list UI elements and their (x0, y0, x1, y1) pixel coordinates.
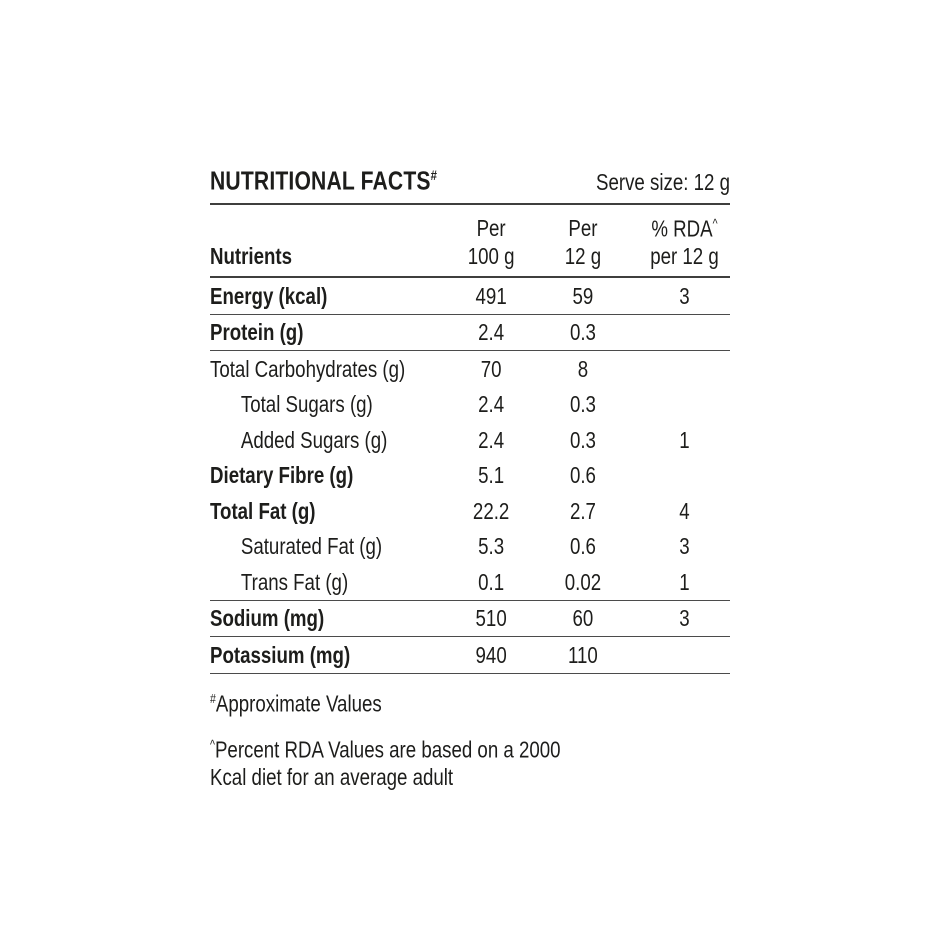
column-header-per-100g-line1: Per (476, 215, 506, 242)
nutrition-label: NUTRITIONAL FACTS# Serve size: 12 g Nutr… (210, 160, 850, 791)
table-row: Total Fat (g) 22.2 2.7 4 (210, 493, 730, 529)
footnote-text: Percent RDA Values are based on a 2000 K… (210, 737, 561, 791)
table-row: Added Sugars (g) 2.4 0.3 1 (210, 422, 730, 458)
row-value-per-100g: 2.4 (478, 319, 505, 346)
title-footnote-marker: # (430, 167, 438, 183)
row-label: Total Sugars (g) (240, 391, 373, 418)
footnote-approximate-values: #Approximate Values (210, 685, 730, 718)
column-header-nutrients: Nutrients (210, 243, 293, 270)
column-header-per-12g-line2: 12 g (564, 243, 602, 270)
footnotes: #Approximate Values ^Percent RDA Values … (210, 685, 730, 791)
row-label: Saturated Fat (g) (240, 533, 383, 560)
table-row: Saturated Fat (g) 5.3 0.6 3 (210, 529, 730, 565)
row-label: Sodium (mg) (210, 605, 325, 632)
row-label: Potassium (mg) (210, 641, 351, 668)
column-header-rda-line1: % RDA^ (639, 210, 730, 243)
row-value-per-12g: 0.3 (569, 426, 596, 453)
row-value-per-12g: 2.7 (569, 497, 596, 524)
column-header-per-100g-line2: 100 g (467, 243, 515, 270)
row-value-per-100g: 70 (480, 355, 502, 382)
row-value-per-100g: 0.1 (478, 568, 505, 595)
row-label: Energy (kcal) (210, 282, 328, 309)
row-label: Total Carbohydrates (g) (210, 355, 406, 382)
row-value-per-12g: 0.6 (569, 533, 596, 560)
row-label: Total Fat (g) (210, 497, 316, 524)
row-value-per-12g: 0.3 (569, 319, 596, 346)
table-row: Energy (kcal) 491 59 3 (210, 278, 730, 315)
table-row: Total Sugars (g) 2.4 0.3 (210, 387, 730, 423)
row-value-rda: 3 (679, 282, 690, 309)
footnote-marker-caret: ^ (210, 737, 215, 753)
column-header-per-12g-line1: Per (568, 215, 598, 242)
row-value-per-12g: 0.3 (569, 391, 596, 418)
row-value-per-100g: 5.1 (478, 462, 505, 489)
row-value-rda: 3 (679, 533, 690, 560)
table-row: Trans Fat (g) 0.1 0.02 1 (210, 564, 730, 601)
label-title-text: NUTRITIONAL FACTS (210, 165, 431, 196)
label-title: NUTRITIONAL FACTS# (210, 160, 437, 196)
table-row: Dietary Fibre (g) 5.1 0.6 (210, 458, 730, 494)
column-header-rda: % RDA^ per 12 g (620, 210, 731, 271)
footnote-marker-hash: # (210, 690, 216, 706)
table-body: Energy (kcal) 491 59 3 Protein (g) 2.4 0.3 Tota… (210, 278, 730, 674)
row-value-per-12g: 59 (572, 282, 594, 309)
column-header-per-12g: Per 12 g (546, 214, 619, 270)
row-label: Added Sugars (g) (240, 426, 388, 453)
footnote-text: Approximate Values (215, 690, 382, 717)
table-row: Total Carbohydrates (g) 70 8 (210, 351, 730, 387)
row-value-per-12g: 0.6 (569, 462, 596, 489)
column-header-rda-line2: per 12 g (650, 243, 719, 270)
row-value-rda: 1 (679, 426, 690, 453)
row-value-per-100g: 5.3 (478, 533, 505, 560)
table-row: Potassium (mg) 940 110 (210, 637, 730, 674)
label-title-row: NUTRITIONAL FACTS# Serve size: 12 g (210, 160, 730, 205)
column-header-per-100g: Per 100 g (436, 214, 547, 270)
rda-header-text: % RDA (651, 215, 713, 242)
row-value-per-12g: 110 (568, 641, 598, 668)
row-value-per-100g: 2.4 (478, 426, 505, 453)
row-value-rda: 4 (679, 497, 690, 524)
table-header-row: Nutrients Per 100 g Per 12 g % RDA^ per … (210, 205, 730, 279)
table-row: Protein (g) 2.4 0.3 (210, 315, 730, 352)
row-label: Protein (g) (210, 319, 304, 346)
row-value-per-100g: 940 (475, 641, 507, 668)
table-row: Sodium (mg) 510 60 3 (210, 601, 730, 638)
row-value-rda: 3 (679, 605, 690, 632)
row-value-rda: 1 (679, 568, 690, 595)
nutrition-label-inner: NUTRITIONAL FACTS# Serve size: 12 g Nutr… (210, 160, 730, 791)
rda-footnote-marker: ^ (712, 215, 718, 231)
row-value-per-100g: 22.2 (472, 497, 510, 524)
row-value-per-100g: 491 (475, 282, 507, 309)
row-label: Dietary Fibre (g) (210, 462, 354, 489)
row-value-per-12g: 60 (572, 605, 594, 632)
row-value-per-100g: 2.4 (478, 391, 505, 418)
row-value-per-100g: 510 (475, 605, 507, 632)
row-value-per-12g: 0.02 (564, 568, 602, 595)
row-label: Trans Fat (g) (240, 568, 349, 595)
row-value-per-12g: 8 (577, 355, 589, 382)
footnote-rda-basis: ^Percent RDA Values are based on a 2000 … (210, 731, 730, 791)
serve-size-text: Serve size: 12 g (596, 168, 730, 195)
